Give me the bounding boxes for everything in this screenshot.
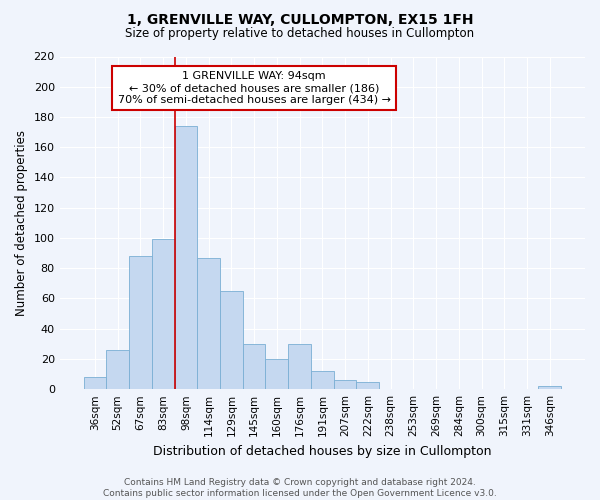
Text: 1, GRENVILLE WAY, CULLOMPTON, EX15 1FH: 1, GRENVILLE WAY, CULLOMPTON, EX15 1FH [127, 12, 473, 26]
Text: Size of property relative to detached houses in Cullompton: Size of property relative to detached ho… [125, 28, 475, 40]
Bar [106, 350, 129, 389]
Bar [538, 386, 561, 389]
Bar [311, 371, 334, 389]
Y-axis label: Number of detached properties: Number of detached properties [15, 130, 28, 316]
X-axis label: Distribution of detached houses by size in Cullompton: Distribution of detached houses by size … [153, 444, 491, 458]
Bar [220, 291, 243, 389]
Text: 1 GRENVILLE WAY: 94sqm
← 30% of detached houses are smaller (186)
70% of semi-de: 1 GRENVILLE WAY: 94sqm ← 30% of detached… [118, 72, 391, 104]
Bar [129, 256, 152, 389]
Bar [197, 258, 220, 389]
Bar [288, 344, 311, 389]
Bar [243, 344, 265, 389]
Bar [175, 126, 197, 389]
Bar [356, 382, 379, 389]
Bar [265, 359, 288, 389]
Bar [152, 240, 175, 389]
Text: Contains HM Land Registry data © Crown copyright and database right 2024.
Contai: Contains HM Land Registry data © Crown c… [103, 478, 497, 498]
Bar [83, 377, 106, 389]
Bar [334, 380, 356, 389]
